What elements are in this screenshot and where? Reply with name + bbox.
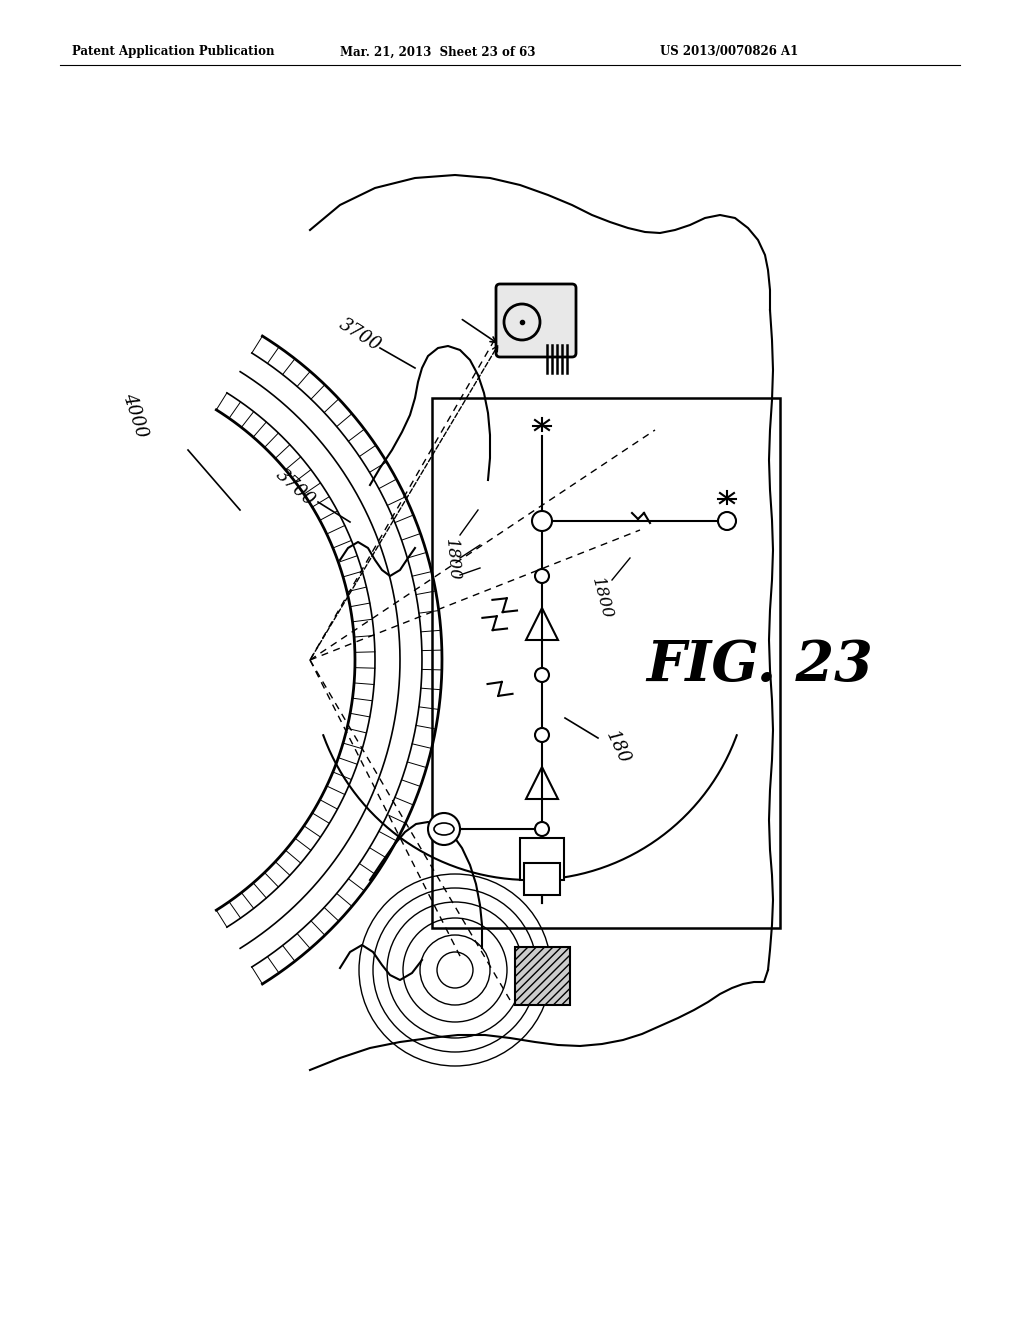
Text: 1800: 1800 <box>589 576 615 620</box>
Text: 3700: 3700 <box>272 466 318 510</box>
Bar <box>524 863 560 895</box>
Text: US 2013/0070826 A1: US 2013/0070826 A1 <box>660 45 799 58</box>
Circle shape <box>428 813 460 845</box>
Circle shape <box>535 668 549 682</box>
Text: 3700: 3700 <box>336 315 384 355</box>
FancyBboxPatch shape <box>496 284 575 356</box>
Circle shape <box>535 569 549 583</box>
Text: 4000: 4000 <box>120 391 151 440</box>
Text: Patent Application Publication: Patent Application Publication <box>72 45 274 58</box>
Circle shape <box>532 511 552 531</box>
Bar <box>432 399 780 928</box>
Text: 1800: 1800 <box>441 539 462 582</box>
Text: Mar. 21, 2013  Sheet 23 of 63: Mar. 21, 2013 Sheet 23 of 63 <box>340 45 536 58</box>
Bar <box>520 838 564 880</box>
Circle shape <box>535 729 549 742</box>
Text: 180: 180 <box>602 729 634 767</box>
Circle shape <box>535 822 549 836</box>
Text: FIG. 23: FIG. 23 <box>646 638 873 693</box>
Bar <box>515 946 570 1005</box>
Circle shape <box>718 512 736 531</box>
